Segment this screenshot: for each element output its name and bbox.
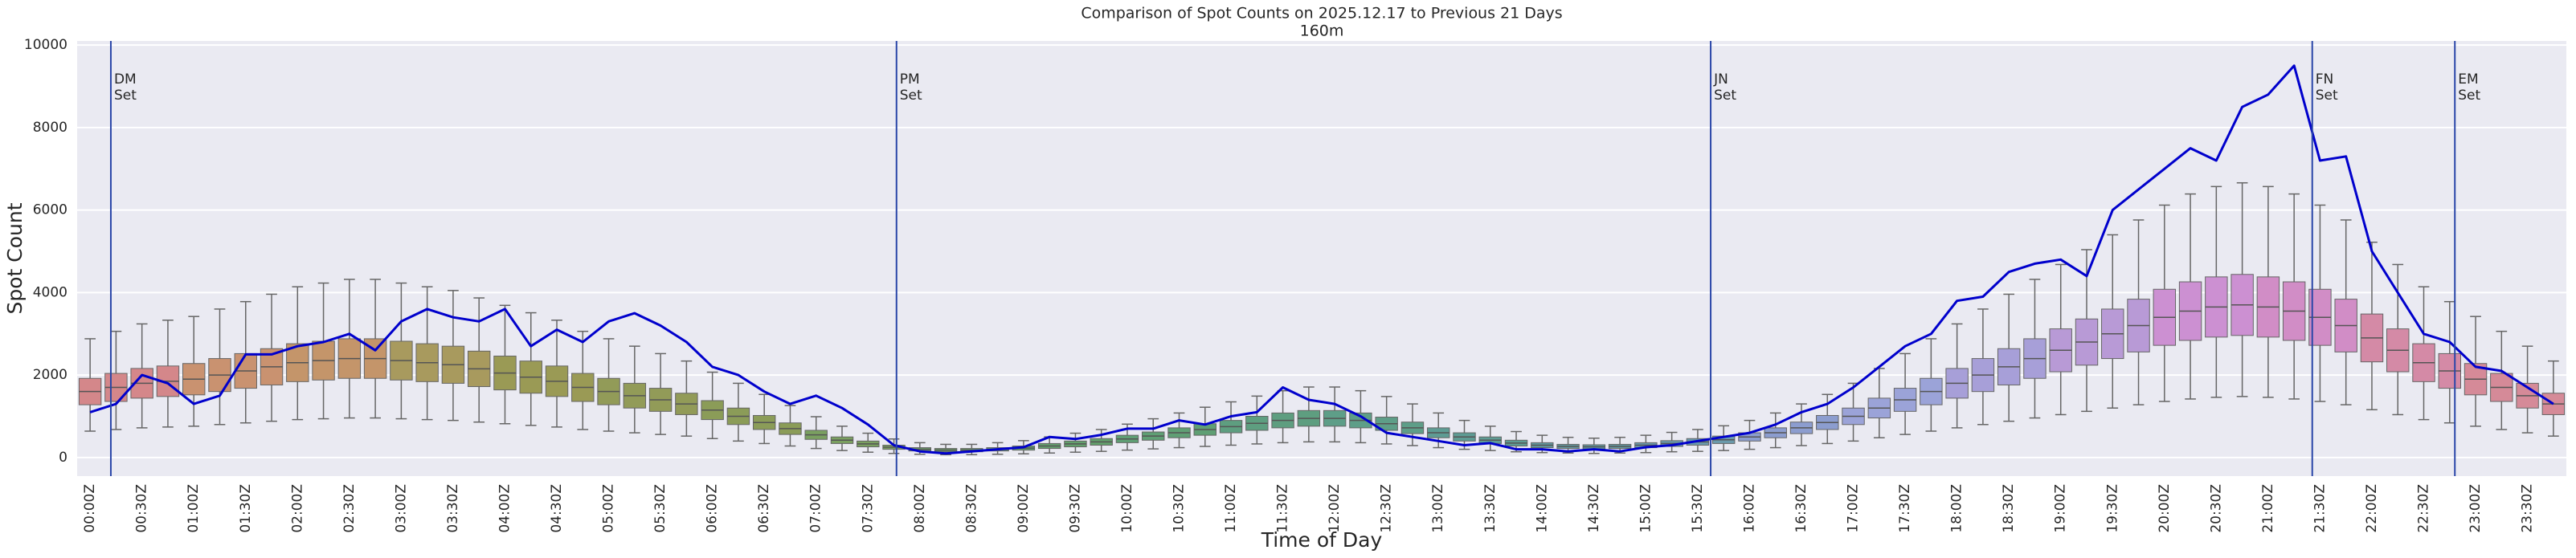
y-axis-label: Spot Count	[3, 202, 27, 314]
x-tick-label: 05:30Z	[652, 484, 669, 533]
x-tick-label: 04:00Z	[497, 484, 513, 533]
marker-label: PM	[900, 71, 920, 88]
x-tick-label: 18:00Z	[1949, 484, 1965, 533]
x-tick-label: 15:00Z	[1638, 484, 1654, 533]
x-tick-label: 02:30Z	[341, 484, 358, 533]
x-tick-label: 13:00Z	[1430, 484, 1446, 533]
x-tick-label: 04:30Z	[549, 484, 565, 533]
x-tick-label: 17:00Z	[1846, 484, 1862, 533]
x-tick-label: 23:00Z	[2468, 484, 2484, 533]
x-tick-label: 06:30Z	[756, 484, 772, 533]
marker-label: Set	[1714, 88, 1736, 104]
x-tick-label: 08:00Z	[912, 484, 928, 533]
marker-label: Set	[2316, 88, 2338, 104]
line-series	[89, 64, 2554, 455]
y-tick-label: 2000	[33, 367, 67, 383]
y-tick-label: 6000	[33, 202, 67, 218]
x-tick-label: 20:30Z	[2208, 484, 2224, 533]
x-tick-label: 14:30Z	[1586, 484, 1602, 533]
x-tick-label: 01:00Z	[186, 484, 202, 533]
x-tick-label: 06:00Z	[705, 484, 721, 533]
x-tick-label: 16:00Z	[1741, 484, 1757, 533]
chart-title: Comparison of Spot Counts on 2025.12.17 …	[1081, 5, 1562, 22]
x-tick-label: 10:00Z	[1119, 484, 1135, 533]
x-tick-label: 18:30Z	[2001, 484, 2017, 533]
y-tick-label: 8000	[33, 120, 67, 136]
x-tick-label: 12:30Z	[1379, 484, 1395, 533]
x-tick-label: 11:30Z	[1275, 484, 1291, 533]
x-tick-label: 20:00Z	[2157, 484, 2173, 533]
marker-label: EM	[2458, 71, 2478, 88]
x-tick-label: 02:00Z	[289, 484, 305, 533]
y-tick-label: 4000	[33, 284, 67, 300]
x-tick-label: 19:00Z	[2053, 484, 2069, 533]
x-tick-label: 22:00Z	[2364, 484, 2380, 533]
x-tick-label: 00:00Z	[82, 484, 98, 533]
y-tick-label: 0	[59, 450, 67, 466]
x-tick-label: 19:30Z	[2104, 484, 2120, 533]
marker-label: DM	[114, 71, 137, 88]
x-tick-label: 13:30Z	[1482, 484, 1499, 533]
marker-label: Set	[2458, 88, 2480, 104]
x-axis-label: Time of Day	[1261, 528, 1383, 552]
y-tick-label: 10000	[24, 37, 67, 53]
x-tick-label: 17:30Z	[1897, 484, 1913, 533]
x-tick-label: 12:00Z	[1327, 484, 1343, 533]
marker-label: Set	[900, 88, 922, 104]
marker-label: FN	[2316, 71, 2334, 88]
x-tick-label: 09:00Z	[1016, 484, 1032, 533]
x-tick-label: 05:00Z	[601, 484, 617, 533]
marker-label: Set	[114, 88, 137, 104]
x-tick-label: 00:30Z	[134, 484, 150, 533]
x-tick-label: 21:30Z	[2312, 484, 2328, 533]
x-tick-label: 03:30Z	[445, 484, 461, 533]
x-tick-label: 21:00Z	[2260, 484, 2276, 533]
x-tick-label: 07:00Z	[808, 484, 824, 533]
x-tick-label: 07:30Z	[860, 484, 876, 533]
x-tick-label: 16:30Z	[1793, 484, 1809, 533]
x-tick-label: 09:30Z	[1067, 484, 1083, 533]
x-tick-label: 08:30Z	[963, 484, 979, 533]
x-tick-label: 15:30Z	[1690, 484, 1706, 533]
x-tick-label: 14:00Z	[1534, 484, 1550, 533]
x-tick-label: 23:30Z	[2520, 484, 2536, 533]
chart-subtitle: 160m	[1300, 22, 1344, 40]
x-tick-label: 11:00Z	[1223, 484, 1239, 533]
marker-label: JN	[1713, 71, 1728, 88]
x-tick-label: 22:30Z	[2416, 484, 2432, 533]
x-tick-label: 03:00Z	[393, 484, 409, 533]
x-tick-label: 01:30Z	[238, 484, 254, 533]
x-tick-label: 10:30Z	[1171, 484, 1188, 533]
plot-background	[77, 41, 2566, 476]
